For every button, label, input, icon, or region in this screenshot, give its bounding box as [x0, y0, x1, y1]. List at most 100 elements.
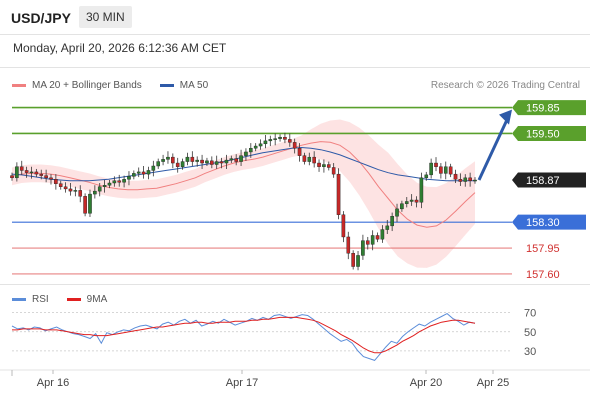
candle-body-36 — [185, 156, 190, 162]
x-tick-label-0: Apr 16 — [37, 377, 69, 389]
candle-body-12 — [68, 188, 73, 192]
bollinger-band — [12, 119, 475, 268]
candle-21 — [112, 176, 117, 187]
candle-13 — [73, 186, 78, 197]
candle-body-34 — [175, 162, 180, 167]
candle-body-80 — [400, 203, 404, 210]
ma50-swatch-icon — [159, 84, 174, 87]
price-legend: MA 20 + Bollinger Bands MA 50 — [12, 80, 226, 91]
candle-body-76 — [380, 229, 385, 240]
candle-body-45 — [229, 158, 234, 161]
candle-body-15 — [83, 196, 87, 214]
timeframe-button[interactable]: 30 MIN — [79, 6, 132, 28]
candle-57 — [288, 133, 292, 147]
candle-body-20 — [107, 182, 112, 186]
candle-body-27 — [141, 171, 146, 175]
candle-94 — [468, 172, 472, 187]
legend-rsi: RSI — [12, 294, 49, 305]
candle-22 — [117, 174, 122, 187]
level-label-bg-0 — [512, 100, 586, 116]
legend-rsi-ma: 9MA — [66, 294, 108, 305]
candle-2 — [19, 160, 24, 175]
candle-body-79 — [395, 208, 399, 217]
candle-37 — [190, 151, 195, 166]
level-label-bg-1 — [512, 125, 586, 141]
candle-23 — [122, 175, 126, 188]
rsi-level-label-0: 70 — [524, 308, 536, 320]
candle-77 — [385, 219, 390, 234]
rsi-swatch-icon — [12, 298, 26, 301]
candle-body-69 — [346, 236, 351, 254]
candle-body-10 — [58, 183, 63, 187]
candle-67 — [336, 168, 341, 220]
candle-52 — [263, 134, 268, 149]
legend-ma20-label: MA 20 + Bollinger Bands — [32, 80, 142, 91]
candle-56 — [283, 132, 287, 144]
candle-body-53 — [268, 139, 273, 142]
candle-body-41 — [210, 160, 214, 165]
candle-body-29 — [151, 165, 156, 171]
candle-body-31 — [161, 159, 165, 162]
candle-body-38 — [195, 159, 200, 162]
candle-body-42 — [214, 161, 219, 165]
candle-61 — [307, 152, 312, 166]
candle-body-59 — [297, 148, 302, 156]
candle-60 — [302, 152, 307, 165]
candle-15 — [83, 193, 87, 217]
candle-44 — [224, 154, 229, 169]
candle-body-23 — [122, 179, 126, 183]
candle-58 — [292, 138, 297, 154]
level-label-bg-3 — [512, 214, 586, 230]
candle-51 — [258, 139, 263, 150]
candle-body-32 — [166, 156, 170, 160]
candle-65 — [326, 161, 331, 171]
candle-55 — [278, 134, 282, 142]
candle-87 — [434, 157, 438, 172]
legend-ma20: MA 20 + Bollinger Bands — [12, 80, 142, 91]
legend-rsi-ma-label: 9MA — [86, 294, 108, 305]
candle-8 — [49, 174, 53, 185]
x-tick-label-2: Apr 20 — [410, 377, 442, 389]
candles — [10, 132, 477, 271]
candle-body-88 — [439, 166, 443, 174]
level-label-5: 157.60 — [526, 269, 560, 281]
candle-53 — [268, 135, 273, 147]
candle-body-87 — [434, 162, 438, 167]
candle-body-66 — [331, 167, 336, 175]
candle-28 — [146, 166, 151, 180]
candle-body-90 — [448, 166, 453, 175]
legend-ma50-label: MA 50 — [179, 80, 209, 91]
candle-93 — [463, 174, 468, 187]
candle-82 — [409, 194, 414, 206]
candle-89 — [443, 161, 448, 180]
candle-body-30 — [156, 161, 161, 167]
rsi-line — [11, 313, 476, 361]
candle-body-16 — [88, 193, 92, 214]
datetime-divider — [0, 67, 590, 68]
candle-73 — [365, 236, 370, 250]
candle-12 — [68, 183, 73, 196]
candle-body-9 — [54, 179, 58, 184]
candle-63 — [317, 159, 321, 172]
level-label-1: 159.50 — [512, 125, 586, 141]
candle-body-0 — [10, 175, 14, 179]
candle-86 — [429, 158, 433, 179]
chart-header: USD/JPY 30 MIN — [0, 0, 590, 34]
candle-80 — [400, 200, 404, 212]
candle-18 — [97, 183, 102, 197]
candle-body-37 — [190, 156, 195, 162]
candle-body-1 — [15, 166, 19, 179]
candle-body-81 — [404, 201, 409, 204]
candle-body-51 — [258, 143, 263, 147]
candle-14 — [78, 185, 83, 203]
candle-body-71 — [356, 255, 360, 267]
level-label-0: 159.85 — [512, 100, 586, 116]
candle-body-3 — [24, 170, 29, 173]
level-label-text-1: 159.50 — [526, 128, 560, 140]
candle-47 — [239, 149, 243, 166]
rsi-ma-line — [12, 316, 476, 354]
candle-5 — [34, 168, 39, 178]
candle-body-50 — [253, 145, 258, 149]
candle-body-47 — [239, 155, 243, 162]
